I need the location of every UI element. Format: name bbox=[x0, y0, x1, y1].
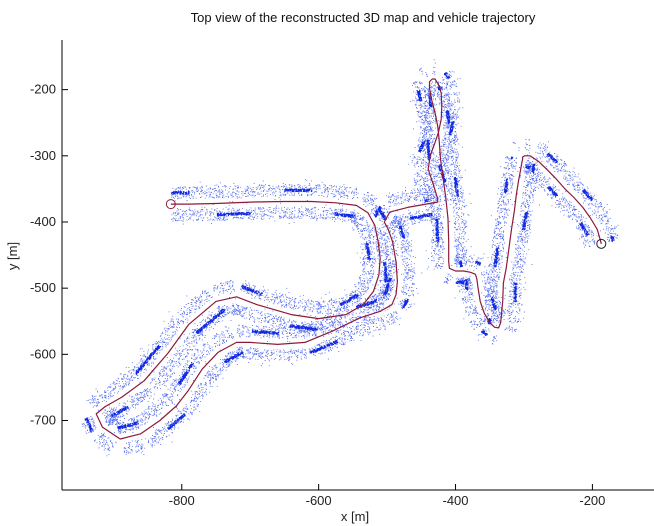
tick-layer: -800 -600 -400 -200 -200 -300 -400 -500 -600 -700 bbox=[30, 82, 605, 508]
axes bbox=[61, 40, 654, 491]
x-tick-label: -200 bbox=[579, 493, 605, 508]
y-axis-label: y [m] bbox=[5, 242, 20, 270]
chart-title: Top view of the reconstructed 3D map and… bbox=[191, 10, 536, 25]
x-tick-label: -800 bbox=[169, 493, 195, 508]
map-points bbox=[81, 59, 619, 457]
y-tick-label: -500 bbox=[30, 280, 56, 295]
y-tick-label: -700 bbox=[30, 413, 56, 428]
y-tick-label: -400 bbox=[30, 214, 56, 229]
y-tick-label: -300 bbox=[30, 148, 56, 163]
map-point-cloud bbox=[81, 59, 619, 457]
x-tick-label: -600 bbox=[306, 493, 332, 508]
x-axis-label: x [m] bbox=[341, 509, 369, 524]
trajectory-start-marker bbox=[165, 199, 176, 210]
y-tick-label: -200 bbox=[30, 82, 56, 97]
trajectory-end-marker bbox=[596, 238, 607, 249]
vehicle-trajectory bbox=[95, 78, 602, 440]
map-points-dense bbox=[84, 72, 615, 433]
trajectory-layer bbox=[95, 78, 607, 440]
y-tick-label: -600 bbox=[30, 346, 56, 361]
x-tick-label: -400 bbox=[443, 493, 469, 508]
